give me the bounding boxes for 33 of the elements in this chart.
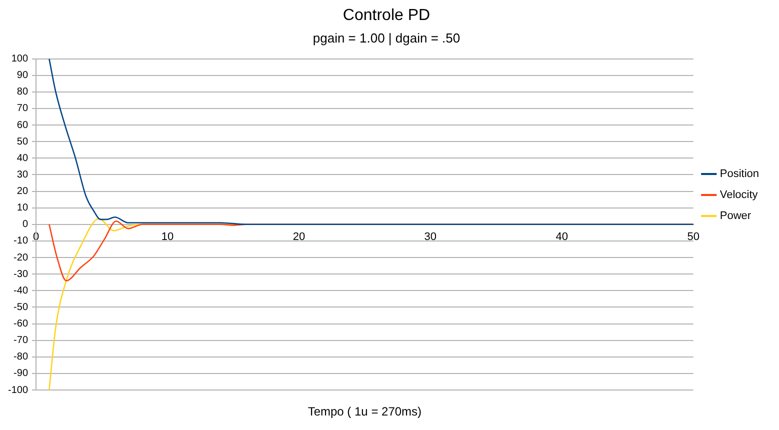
y-tick-label: -70 <box>14 335 28 346</box>
y-tick-label: 10 <box>16 202 28 214</box>
x-tick-label: 30 <box>424 231 437 244</box>
y-tick-label: 20 <box>16 186 28 198</box>
y-tick-label: -50 <box>14 302 28 313</box>
y-tick-label: 60 <box>16 120 28 131</box>
chart-subtitle: pgain = 1.00 | dgain = .50 <box>312 30 460 46</box>
x-tick-label: 10 <box>161 231 174 244</box>
y-tick-label: 90 <box>16 70 28 82</box>
x-tick-label: 50 <box>687 231 700 244</box>
x-tick-label: 20 <box>292 231 306 244</box>
chart-title: Controle PD <box>342 7 430 24</box>
y-tick-label: -30 <box>14 268 28 280</box>
y-tick-label: 100 <box>11 54 28 65</box>
legend-label: Position <box>720 168 760 180</box>
y-tick-label: 80 <box>16 86 28 98</box>
y-tick-label: -90 <box>14 368 28 380</box>
y-tick-label: -40 <box>14 285 28 296</box>
x-axis-title: Tempo ( 1u = 270ms) <box>308 404 422 418</box>
y-tick-label: -100 <box>8 384 28 396</box>
legend-label: Velocity <box>720 189 758 202</box>
y-tick-label: 50 <box>16 136 28 148</box>
y-tick-label: -20 <box>14 252 28 264</box>
y-tick-label: -60 <box>14 318 28 330</box>
y-tick-label: 30 <box>16 169 28 180</box>
x-tick-label: 40 <box>556 231 568 244</box>
y-tick-label: -80 <box>14 352 28 363</box>
y-tick-label: -10 <box>14 236 28 247</box>
y-tick-label: 40 <box>16 152 28 164</box>
y-tick-label: 0 <box>22 219 28 230</box>
line-series <box>48 58 694 226</box>
legend-label: Power <box>720 210 752 222</box>
y-tick-label: 70 <box>16 103 28 114</box>
